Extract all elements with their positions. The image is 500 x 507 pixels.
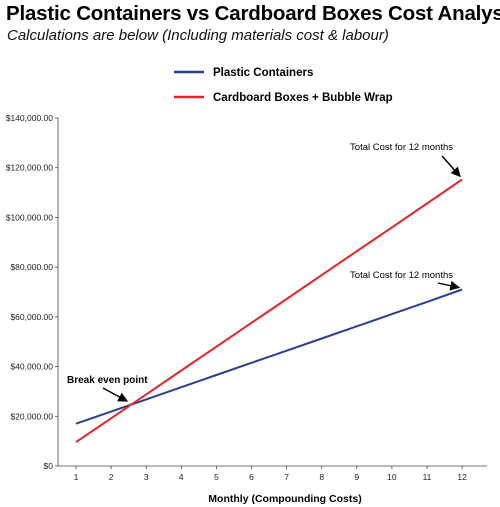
y-tick-label: $60,000.00 bbox=[10, 312, 53, 322]
annotations: Total Cost for 12 months Total Cost for 1… bbox=[67, 142, 461, 402]
annotation-label: Total Cost for 12 months bbox=[350, 270, 453, 281]
x-axis-label: Monthly (Compounding Costs) bbox=[208, 493, 361, 505]
y-tick-label: $140,000.00 bbox=[6, 113, 54, 123]
y-tick-label: $20,000.00 bbox=[10, 411, 53, 421]
x-tick-label: 4 bbox=[179, 472, 184, 482]
x-tick-label: 1 bbox=[74, 472, 79, 482]
x-tick-label: 11 bbox=[423, 472, 432, 482]
legend-label: Cardboard Boxes + Bubble Wrap bbox=[213, 92, 393, 104]
series-group bbox=[75, 178, 463, 443]
legend: Plastic Containers Cardboard Boxes + Bubb… bbox=[174, 67, 393, 104]
x-tick-label: 7 bbox=[284, 472, 289, 482]
annotation-label: Total Cost for 12 months bbox=[350, 142, 453, 153]
x-tick-label: 12 bbox=[457, 472, 467, 482]
y-tick-label: $0 bbox=[44, 461, 54, 471]
chart-subtitle: Calculations are below (Including materi… bbox=[7, 27, 389, 44]
x-tick-label: 3 bbox=[144, 472, 149, 482]
x-tick-label: 8 bbox=[319, 472, 324, 482]
chart-title: Plastic Containers vs Cardboard Boxes Co… bbox=[6, 2, 500, 25]
annotation-arrow bbox=[441, 155, 461, 178]
x-tick-label: 9 bbox=[354, 472, 359, 482]
annotation-arrow bbox=[102, 387, 129, 402]
x-tick-label: 2 bbox=[109, 472, 114, 482]
series-line-0 bbox=[75, 288, 463, 425]
y-tick-label: $80,000.00 bbox=[10, 262, 53, 272]
axes: $0 $20,000.00 $40,000.00 $60,000.00 $80,000.… bbox=[6, 113, 487, 482]
series-line-1 bbox=[75, 178, 463, 443]
y-tick-label: $100,000.00 bbox=[6, 212, 54, 222]
annotation-arrow bbox=[437, 280, 461, 291]
y-tick-label: $40,000.00 bbox=[10, 362, 53, 372]
x-tick-label: 5 bbox=[214, 472, 219, 482]
legend-label: Plastic Containers bbox=[213, 67, 313, 79]
x-tick-label: 6 bbox=[249, 472, 254, 482]
y-tick-label: $120,000.00 bbox=[6, 163, 54, 173]
annotation-label: Break even point bbox=[67, 375, 148, 386]
x-tick-label: 10 bbox=[387, 472, 397, 482]
